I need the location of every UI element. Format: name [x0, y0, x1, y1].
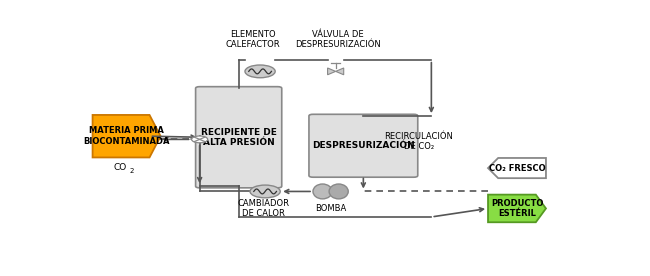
Polygon shape	[92, 115, 161, 157]
Text: CO₂ FRESCO: CO₂ FRESCO	[489, 164, 545, 172]
Text: VÁLVULA DE
DESPRESURIZACIÓN: VÁLVULA DE DESPRESURIZACIÓN	[295, 30, 381, 49]
FancyBboxPatch shape	[309, 114, 418, 177]
Text: 2: 2	[130, 168, 135, 174]
FancyBboxPatch shape	[196, 87, 281, 188]
Text: PRODUCTO
ESTÉRIL: PRODUCTO ESTÉRIL	[491, 199, 543, 218]
Text: RECIRCULACIÓN
DE CO₂: RECIRCULACIÓN DE CO₂	[384, 132, 453, 151]
Text: ELEMENTO
CALEFACTOR: ELEMENTO CALEFACTOR	[225, 30, 280, 49]
Text: BOMBA: BOMBA	[315, 204, 346, 213]
Circle shape	[250, 185, 280, 198]
Circle shape	[192, 136, 208, 143]
Text: CO: CO	[114, 163, 127, 172]
Polygon shape	[328, 68, 335, 75]
Text: MATERIA PRIMA
BIOCONTAMINADA: MATERIA PRIMA BIOCONTAMINADA	[83, 126, 170, 146]
Ellipse shape	[329, 184, 348, 199]
Ellipse shape	[313, 184, 332, 199]
Polygon shape	[488, 195, 546, 222]
Text: CAMBIADOR
DE CALOR: CAMBIADOR DE CALOR	[238, 199, 290, 218]
Polygon shape	[488, 158, 546, 178]
Circle shape	[245, 65, 275, 78]
Text: RECIPIENTE DE
ALTA PRESIÓN: RECIPIENTE DE ALTA PRESIÓN	[201, 128, 277, 147]
Text: DESPRESURIZACIÓN: DESPRESURIZACIÓN	[312, 141, 415, 150]
Polygon shape	[335, 68, 344, 75]
